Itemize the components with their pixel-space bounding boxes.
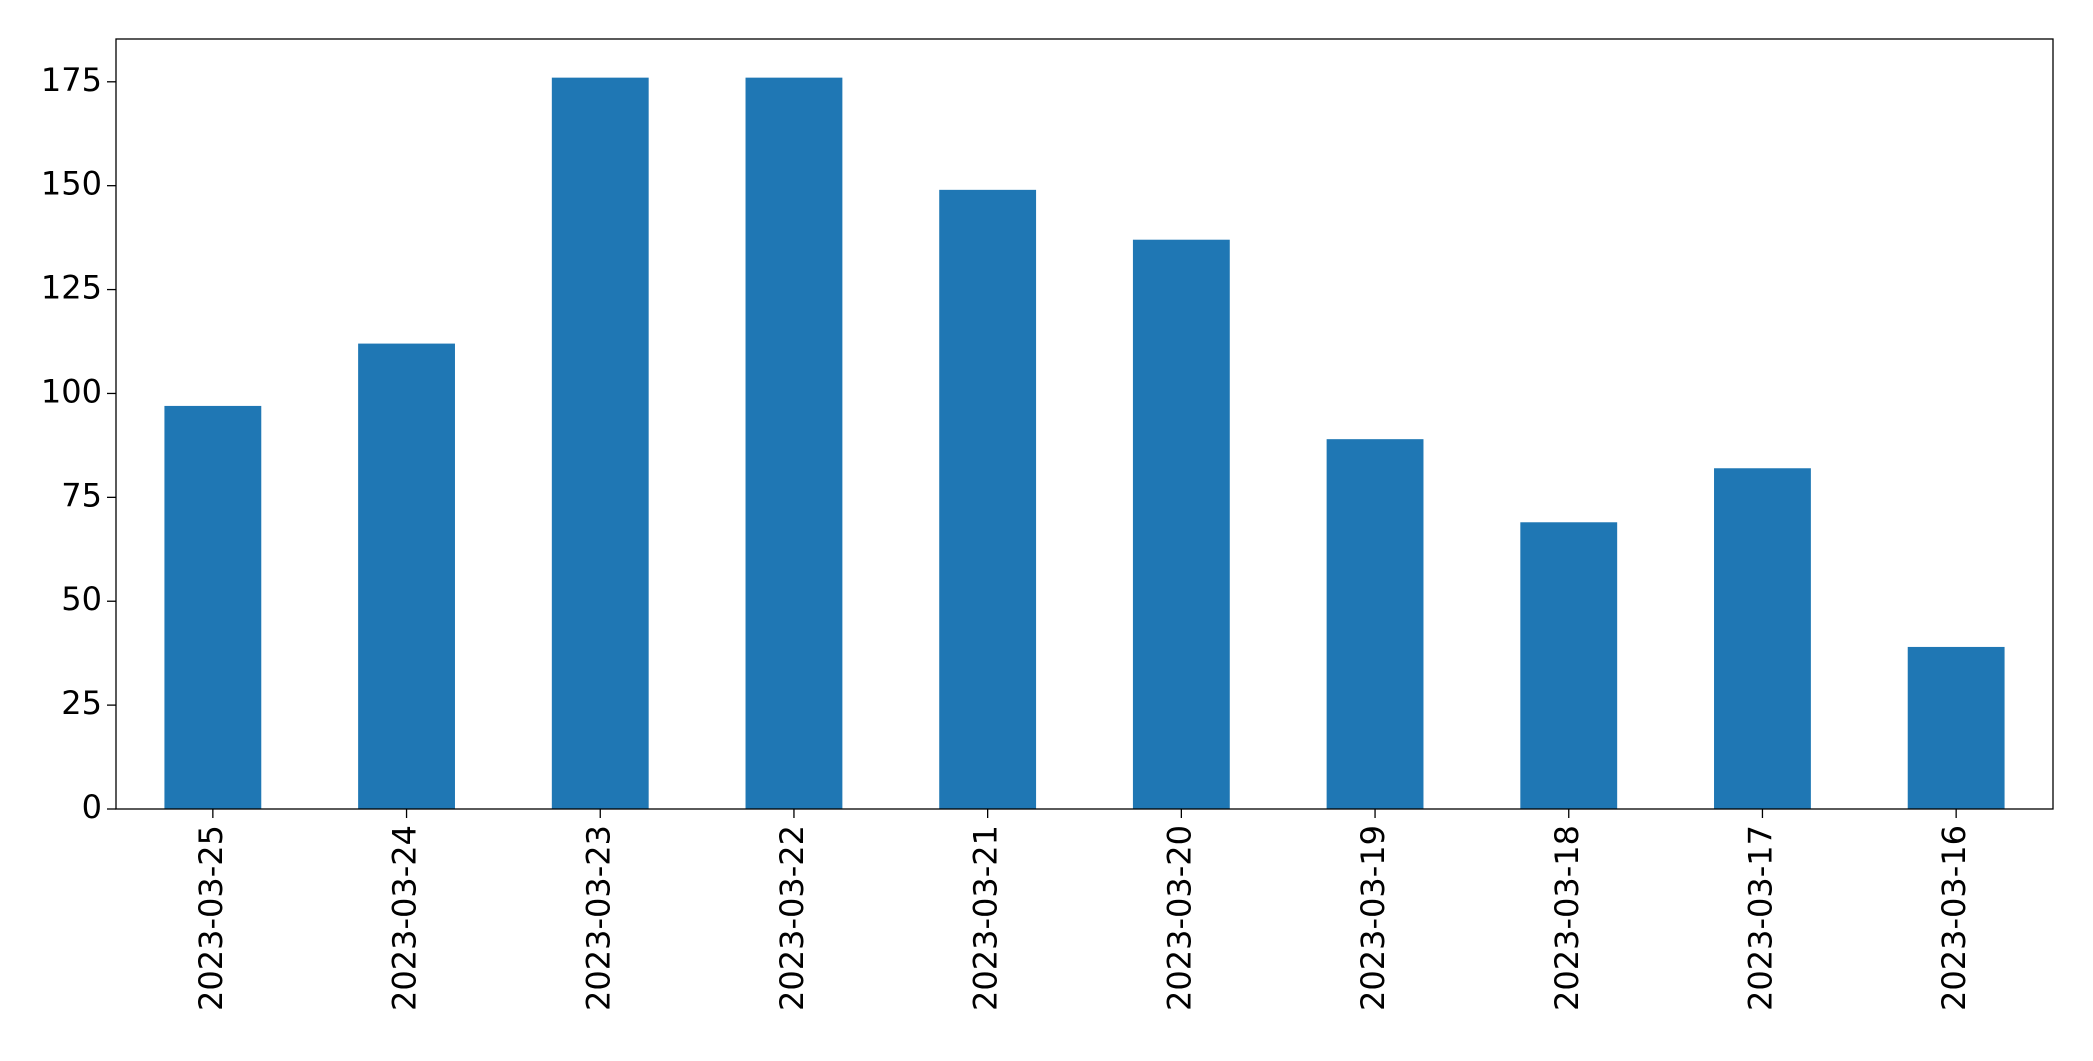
bar bbox=[1714, 468, 1811, 809]
x-tick-label: 2023-03-22 bbox=[773, 825, 811, 1011]
bar bbox=[551, 77, 649, 809]
bar bbox=[1132, 239, 1230, 809]
x-tick-label: 2023-03-16 bbox=[1935, 825, 1973, 1011]
bar bbox=[745, 77, 843, 809]
y-tick-label: 125 bbox=[41, 269, 102, 307]
x-tick-label: 2023-03-18 bbox=[1548, 825, 1586, 1011]
bar bbox=[164, 405, 262, 809]
x-tick-label: 2023-03-20 bbox=[1160, 825, 1198, 1011]
y-tick-label: 100 bbox=[41, 372, 102, 410]
y-tick-label: 0 bbox=[82, 788, 102, 826]
y-tick-label: 175 bbox=[41, 61, 102, 99]
x-tick-label: 2023-03-25 bbox=[192, 825, 230, 1011]
x-tick-label: 2023-03-21 bbox=[967, 825, 1005, 1011]
x-tick-label: 2023-03-19 bbox=[1354, 825, 1392, 1011]
bar bbox=[1520, 522, 1618, 809]
bar bbox=[358, 343, 455, 809]
bar bbox=[1326, 439, 1424, 809]
plot-frame bbox=[115, 38, 2054, 810]
y-tick-label: 75 bbox=[61, 476, 102, 514]
y-tick-label: 150 bbox=[41, 165, 102, 203]
y-tick-label: 25 bbox=[61, 684, 102, 722]
y-tick-label: 50 bbox=[61, 580, 102, 618]
bar bbox=[939, 189, 1037, 810]
x-tick-label: 2023-03-17 bbox=[1741, 825, 1779, 1011]
x-tick-label: 2023-03-23 bbox=[579, 825, 617, 1011]
x-tick-label: 2023-03-24 bbox=[386, 825, 424, 1011]
bar bbox=[1907, 646, 2005, 809]
